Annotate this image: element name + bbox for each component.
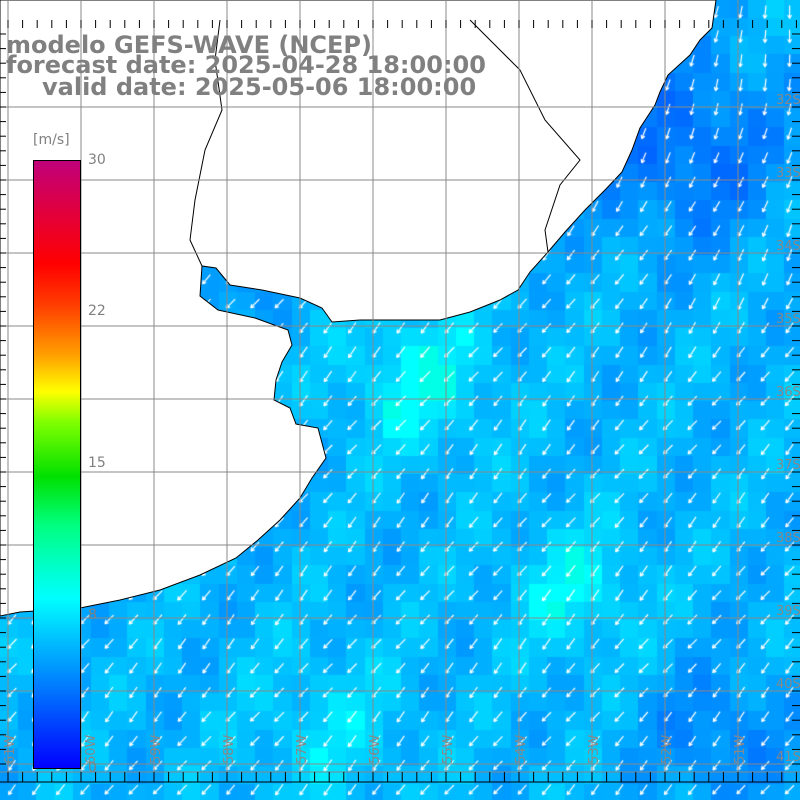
colorbar-tick: 22 (88, 303, 106, 319)
border-line (189, 19, 223, 267)
latitude-label: 41S (776, 750, 800, 765)
colorbar-tick: 8 (88, 607, 97, 623)
longitude-label: 60W (84, 734, 99, 764)
longitude-label: 52W (660, 734, 675, 764)
title-forecast-date: forecast date: 2025-04-28 18:00:00 (6, 51, 486, 79)
longitude-label: 55W (441, 734, 456, 764)
border-line (469, 19, 581, 253)
colorbar-tick: 30 (88, 152, 106, 168)
latitude-label: 33S (776, 166, 800, 181)
latitude-label: 36S (776, 385, 800, 400)
latitude-label: 35S (776, 312, 800, 327)
graticule (0, 0, 800, 773)
longitude-label: 59W (149, 734, 164, 764)
longitude-label: 56W (368, 734, 383, 764)
longitude-label: 51W (733, 734, 748, 764)
title-model: modelo GEFS-WAVE (NCEP) (6, 31, 372, 59)
latitude-label: 38S (776, 531, 800, 546)
longitude-label: 58W (222, 734, 237, 764)
colorbar-unit: [m/s] (33, 132, 70, 148)
axis-ticks (0, 20, 800, 783)
colorbar-tick: 15 (88, 455, 106, 471)
longitude-label: 53W (587, 734, 602, 764)
latitude-label: 32S (776, 93, 800, 108)
colorbar (33, 160, 81, 769)
longitude-label: 57W (295, 734, 310, 764)
latitude-label: 40S (776, 677, 800, 692)
longitude-label: 61W (3, 734, 18, 764)
latitude-label: 39S (776, 604, 800, 619)
latitude-label: 37S (776, 458, 800, 473)
longitude-label: 54W (514, 734, 529, 764)
title-valid-date: valid date: 2025-05-06 18:00:00 (42, 73, 477, 101)
colorbar-tick: 0 (88, 760, 97, 776)
latitude-label: 34S (776, 239, 800, 254)
land-mask (0, 0, 717, 617)
